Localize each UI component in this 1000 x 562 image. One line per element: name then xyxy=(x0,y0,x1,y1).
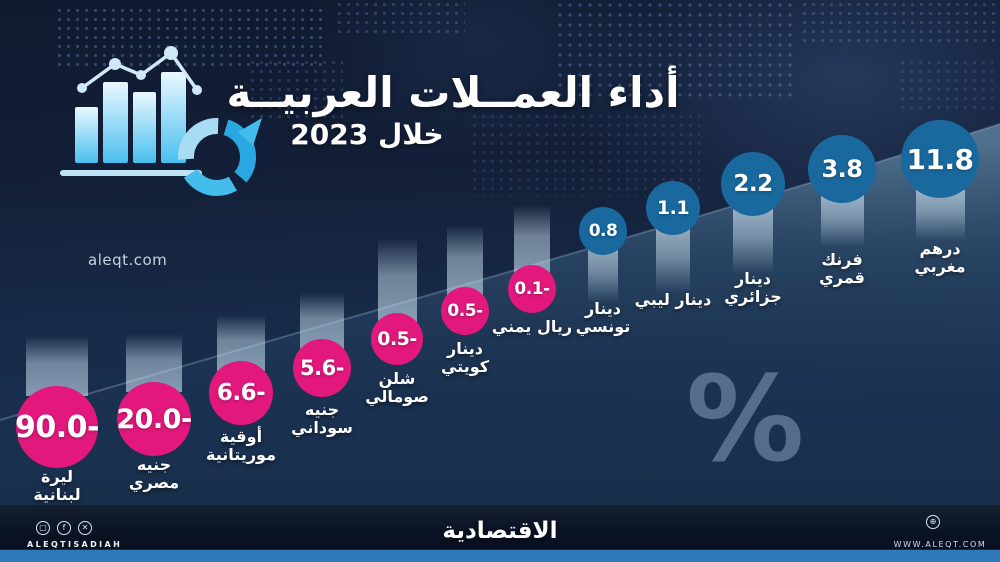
currency-label: دينار ليبي xyxy=(634,290,712,309)
value-beam xyxy=(733,208,773,274)
currency-label: جنيه مصري xyxy=(128,455,180,492)
currency-bubble: 2.2 xyxy=(721,152,785,216)
halftone-dots xyxy=(800,0,995,46)
page-subtitle: خلال 2023 xyxy=(290,118,444,151)
instagram-icon: ▢ xyxy=(36,521,50,535)
currency-bubble: 3.8 xyxy=(808,135,876,203)
currency-value: 20.0- xyxy=(116,403,192,435)
currency-bubble: 0.5- xyxy=(371,313,423,365)
bar-2 xyxy=(103,82,128,163)
currency-bubble: 0.1- xyxy=(508,265,556,313)
bar-1 xyxy=(75,107,98,163)
currency-value: 1.1 xyxy=(656,197,690,219)
watermark: aleqt.com xyxy=(88,251,168,269)
x-icon: ✕ xyxy=(78,521,92,535)
currency-value: 3.8 xyxy=(821,155,863,183)
baseline xyxy=(60,170,202,176)
value-beam xyxy=(588,247,618,303)
currency-bubble: 0.5- xyxy=(441,287,489,335)
currency-bubble: 11.8 xyxy=(901,120,979,198)
currency-value: 11.8 xyxy=(906,142,974,176)
globe-icon: ⊕ xyxy=(926,515,940,529)
currency-label: درهم مغربي xyxy=(914,239,966,276)
currency-value: 0.5- xyxy=(447,301,483,321)
currency-value: 0.5- xyxy=(377,328,417,350)
value-beam xyxy=(656,227,690,293)
bar-3 xyxy=(133,92,156,163)
brand-logo: الاقتصادية xyxy=(442,518,558,544)
social-icons: ▢ f ✕ xyxy=(36,521,92,535)
currency-label: دينار تونسي xyxy=(575,299,631,336)
currency-label: جنيه سوداني xyxy=(291,400,353,437)
currency-value: 5.6- xyxy=(300,356,344,380)
currency-value: 0.1- xyxy=(514,279,550,299)
currency-value: 0.8 xyxy=(588,221,618,241)
currency-bubble: 0.8 xyxy=(579,207,627,255)
currency-label: دينار جزائري xyxy=(724,269,782,306)
currency-label: أوقية موريتانية xyxy=(206,427,276,464)
currency-bubble: 6.6- xyxy=(209,361,273,425)
halftone-dots xyxy=(335,0,465,34)
currency-value: 6.6- xyxy=(216,380,266,406)
percent-symbol: % xyxy=(686,350,805,488)
currency-label: ليرة لبنانية xyxy=(33,467,81,504)
currency-label: شلن صومالي xyxy=(365,369,429,406)
currency-bubble: 90.0- xyxy=(15,386,99,468)
currency-label: ريال يمني xyxy=(491,317,573,336)
value-beam xyxy=(377,238,417,323)
footer xyxy=(0,505,1000,549)
currency-label: فرنك قمري xyxy=(819,250,865,287)
page-title: أداء العمــلات العربيــة xyxy=(226,68,680,118)
currency-value: 90.0- xyxy=(15,409,99,445)
currency-bubble: 20.0- xyxy=(116,382,192,456)
chart-logo-icon xyxy=(60,46,262,196)
website-url: WWW.ALEQT.COM xyxy=(893,540,987,549)
halftone-dots xyxy=(898,58,993,113)
currency-value: 2.2 xyxy=(733,171,773,197)
bar-4 xyxy=(161,72,186,163)
currency-bubble: 1.1 xyxy=(646,181,700,235)
currency-label: دينار كويتي xyxy=(440,339,490,376)
donut-chart-icon xyxy=(178,118,262,196)
brand-handle: ALEQTISADIAH xyxy=(27,540,123,549)
facebook-icon: f xyxy=(57,521,71,535)
currency-bubble: 5.6- xyxy=(293,339,351,397)
footer-accent-bar xyxy=(0,549,1000,562)
